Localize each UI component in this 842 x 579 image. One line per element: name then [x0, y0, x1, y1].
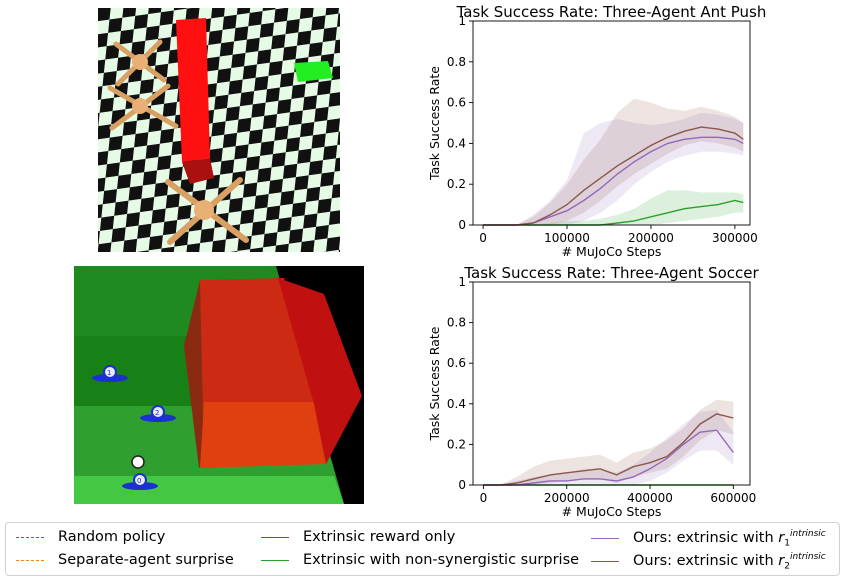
series-line-2	[483, 413, 734, 486]
y-axis-label: Task Success Rate	[427, 326, 442, 441]
y-tick-label: 0.8	[447, 316, 466, 330]
x-tick-label: 300000	[712, 231, 758, 245]
legend-label: Extrinsic reward only	[303, 529, 456, 545]
goal-marker	[294, 61, 333, 82]
legend-label: Separate-agent surprise	[58, 552, 234, 568]
x-axis-label: # MuJoCo Steps	[562, 504, 662, 519]
confidence-band-0	[483, 190, 744, 225]
svg-text:0: 0	[137, 477, 141, 485]
legend-swatch	[591, 538, 619, 540]
soccer-scene-image: 1 2 0	[74, 266, 364, 504]
confidence-band-2	[483, 98, 744, 225]
series-line-1	[483, 429, 734, 486]
legend-label: Extrinsic with non-synergistic surprise	[303, 552, 580, 568]
x-tick-label: 0	[480, 491, 488, 505]
plot-frame	[472, 20, 751, 226]
y-tick-label: 1	[458, 275, 466, 289]
y-tick-label: 0.4	[447, 397, 466, 411]
y-tick-label: 0	[458, 478, 466, 492]
y-tick-label: 0.6	[447, 356, 466, 370]
chart-title: Task Success Rate: Three-Agent Soccer	[463, 264, 759, 282]
legend-item-separate-agent-surprise: Separate-agent surprise	[16, 552, 234, 568]
x-tick-label: 0	[479, 231, 487, 245]
legend-item-extrinsic-only: Extrinsic reward only	[261, 529, 455, 545]
legend-swatch	[261, 536, 289, 538]
legend-swatch	[16, 559, 44, 561]
x-tick-label: 200000	[628, 231, 674, 245]
x-tick-label: 400000	[627, 491, 673, 505]
soccer-player-2: 2	[140, 405, 176, 422]
soccer-player-0: 0	[122, 473, 158, 490]
x-tick-label: 100000	[544, 231, 590, 245]
ant-robot-3	[165, 177, 249, 245]
y-tick-label: 1	[458, 14, 466, 28]
legend-swatch	[591, 561, 619, 563]
legend-item-random-policy: Random policy	[16, 529, 165, 545]
legend: Random policy Separate-agent surprise Ex…	[5, 522, 840, 576]
x-axis-label: # MuJoCo Steps	[562, 244, 662, 259]
svg-text:1: 1	[107, 369, 111, 377]
svg-text:2: 2	[155, 409, 159, 417]
confidence-band-2	[483, 399, 734, 485]
soccer-player-1: 1	[92, 365, 128, 382]
y-tick-label: 0.2	[447, 177, 466, 191]
y-tick-label: 0.4	[447, 136, 466, 150]
legend-swatch	[261, 559, 289, 561]
y-tick-label: 0.6	[447, 96, 466, 110]
legend-item-ours-r1: Ours: extrinsic with r1intrinsic	[591, 529, 826, 549]
ant-push-scene-image	[98, 8, 340, 252]
ant-robot-2	[107, 83, 179, 131]
x-tick-label: 600000	[710, 491, 756, 505]
legend-label: Random policy	[58, 529, 166, 545]
y-tick-label: 0.2	[447, 437, 466, 451]
legend-item-ours-r2: Ours: extrinsic with r2intrinsic	[591, 552, 826, 572]
series-line-2	[483, 126, 744, 226]
x-tick-label: 200000	[544, 491, 590, 505]
plot-frame	[472, 281, 751, 486]
legend-item-non-synergistic: Extrinsic with non-synergistic surprise	[261, 552, 579, 568]
legend-swatch	[16, 536, 44, 538]
chart-title: Task Success Rate: Three-Agent Ant Push	[456, 3, 767, 21]
legend-label: Ours: extrinsic with r1intrinsic	[633, 529, 826, 549]
y-tick-label: 0	[458, 218, 466, 232]
confidence-band-1	[483, 409, 734, 485]
y-axis-label: Task Success Rate	[427, 66, 442, 181]
ant-robot-1	[113, 39, 167, 87]
soccer-ball	[131, 455, 145, 469]
y-tick-label: 0.8	[447, 55, 466, 69]
legend-label: Ours: extrinsic with r2intrinsic	[633, 552, 826, 572]
